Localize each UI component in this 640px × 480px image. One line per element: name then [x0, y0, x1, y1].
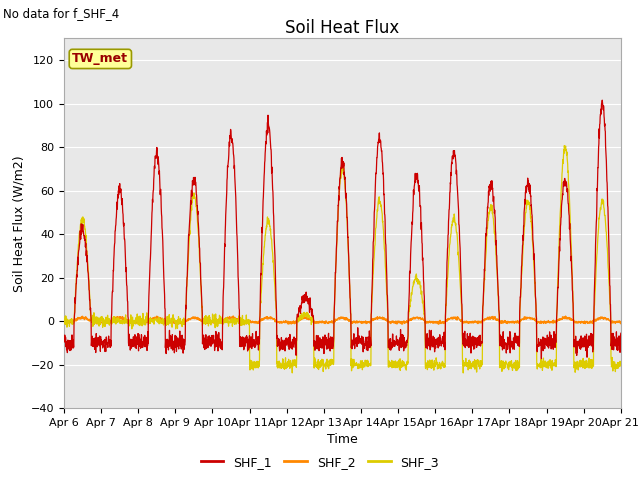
SHF_3 — [584, 364, 591, 370]
SHF_1 — [216, 342, 223, 348]
SHF_2 — [60, 319, 68, 325]
SHF_2 — [617, 319, 625, 324]
Text: TW_met: TW_met — [72, 52, 129, 65]
SHF_3 — [504, 363, 512, 369]
SHF_1 — [617, 330, 625, 336]
SHF_1 — [584, 339, 591, 345]
X-axis label: Time: Time — [327, 433, 358, 446]
SHF_2 — [584, 320, 591, 326]
Y-axis label: Soil Heat Flux (W/m2): Soil Heat Flux (W/m2) — [12, 155, 25, 291]
SHF_3 — [561, 143, 568, 148]
SHF_3 — [358, 367, 366, 372]
SHF_2 — [568, 317, 576, 323]
SHF_1 — [371, 207, 378, 213]
SHF_1 — [598, 97, 606, 103]
SHF_1 — [358, 335, 366, 341]
SHF_2 — [359, 319, 367, 325]
SHF_2 — [505, 319, 513, 324]
SHF_3 — [568, 268, 576, 274]
SHF_2 — [435, 321, 443, 327]
SHF_3 — [371, 248, 378, 254]
Title: Soil Heat Flux: Soil Heat Flux — [285, 19, 399, 37]
SHF_1 — [538, 356, 545, 361]
SHF_3 — [617, 362, 625, 368]
SHF_1 — [504, 336, 512, 342]
SHF_3 — [216, 319, 223, 325]
SHF_3 — [460, 370, 467, 376]
SHF_2 — [229, 313, 237, 319]
Text: No data for f_SHF_4: No data for f_SHF_4 — [3, 7, 120, 20]
Line: SHF_3: SHF_3 — [64, 145, 621, 373]
SHF_1 — [568, 269, 575, 275]
Legend: SHF_1, SHF_2, SHF_3: SHF_1, SHF_2, SHF_3 — [196, 451, 444, 474]
SHF_1 — [60, 334, 68, 339]
SHF_2 — [371, 315, 379, 321]
Line: SHF_2: SHF_2 — [64, 316, 621, 324]
Line: SHF_1: SHF_1 — [64, 100, 621, 359]
SHF_2 — [216, 320, 223, 326]
SHF_3 — [60, 319, 68, 325]
